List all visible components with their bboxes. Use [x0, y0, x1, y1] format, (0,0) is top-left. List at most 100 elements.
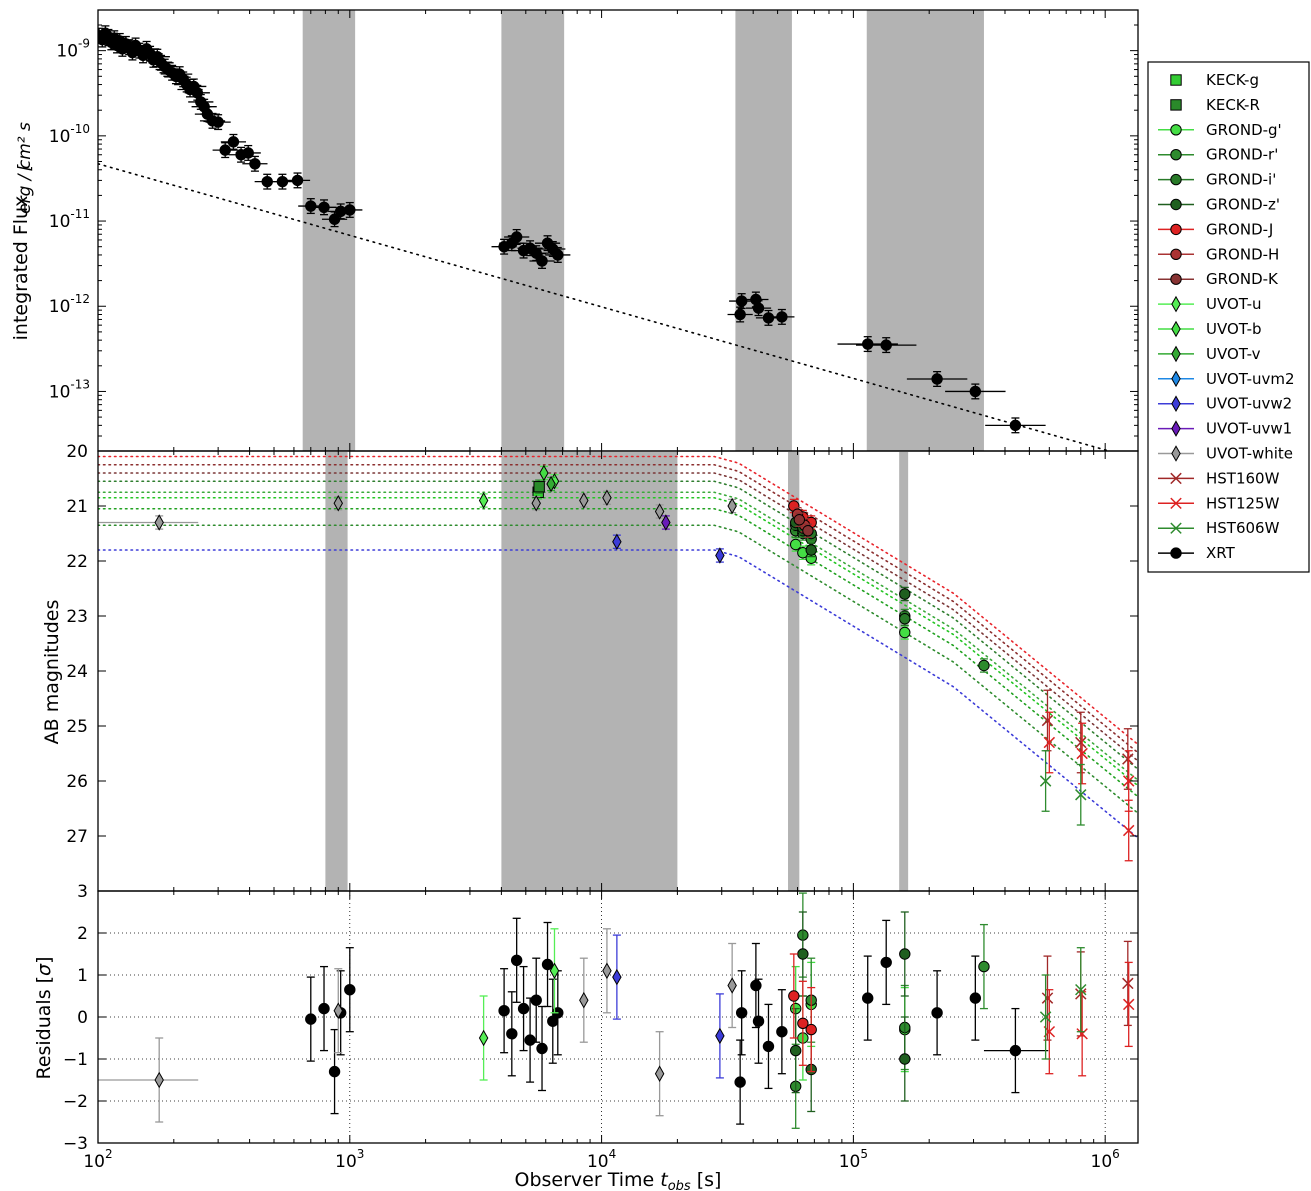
mag-keck-r-point-0-group [533, 479, 545, 495]
res-xrt-point-25 [1009, 1044, 1022, 1057]
res-grond-z-point-4-group [899, 1016, 911, 1102]
flux-xrt-point-54 [536, 255, 548, 267]
flux-axis-label: integrated Flux [10, 196, 32, 341]
xtick-label-exponent-4: 6 [1112, 1147, 1120, 1161]
flux-xrt-point-68 [1009, 419, 1022, 432]
res-grond-z-point-0-group [789, 1007, 802, 1094]
flux-xrt-point-35-group [212, 142, 238, 159]
flux-xrt-point-42 [291, 174, 304, 187]
flux-ytick-label-mantissa-0: 10 [56, 42, 78, 62]
mag-grond-k-point-0-group [793, 512, 806, 527]
flux-xrt-point-63 [776, 311, 788, 323]
res-uvot-uvw2-point-0 [612, 968, 622, 986]
res-xrt-point-21-group [862, 955, 874, 1041]
flux-xrt-point-59-group [729, 293, 755, 310]
mag-hst125w-point-2-stroke-b [1122, 775, 1135, 787]
legend-entry-grond-z-marker [1170, 198, 1182, 211]
res-hst606w-point-1-stroke-b [1075, 983, 1087, 996]
legend-entry-uvot-uvm2-label: UVOT-uvm2 [1206, 370, 1295, 388]
res-uvot-white-point-1-group [333, 968, 344, 1054]
res-grond-z-point-4 [899, 1053, 911, 1065]
legend-entry-uvot-white-label: UVOT-white [1206, 445, 1293, 463]
res-uvot-white-point-0 [154, 1071, 164, 1089]
mag-grond-j-point-0-group [788, 498, 800, 514]
legend-entry-grond-g: GROND-g' [1158, 121, 1282, 139]
xtick-label-mantissa-2: 10 [587, 1152, 609, 1172]
flux-xrt-point-34 [212, 116, 224, 128]
mag-grond-i-point-3 [899, 613, 911, 625]
res-hst606w-point-0 [1039, 1011, 1052, 1023]
flux-xrt-point-66-group [906, 370, 968, 388]
mag-uvot-uvw2-point-0 [612, 533, 622, 551]
res-xrt-point-19-group [762, 1003, 775, 1090]
mag-uvot-uvw1-point-0 [661, 514, 671, 531]
mag-uvot-white-point-0 [154, 514, 164, 531]
res-uvot-u-point-0 [478, 1029, 489, 1047]
mag-hst125w-point-1-group [1076, 722, 1088, 785]
res-hst125w-point-1-stroke-b [1076, 1028, 1088, 1040]
mag-shaded-interval-1 [501, 451, 678, 891]
res-xrt-point-8-group [517, 965, 530, 1052]
svg-text:[: [ [15, 163, 35, 171]
legend-entry-uvot-b: UVOT-b [1158, 320, 1262, 338]
res-ytick-label-0: −3 [63, 1134, 88, 1154]
legend-entry-hst125w: HST125W [1158, 494, 1280, 512]
mag-hst125w-point-0-group [1043, 711, 1056, 774]
flux-ytick-label-mantissa-2: 10 [49, 212, 71, 232]
res-uvot-u-point-0-group [478, 995, 489, 1081]
res-hst125w-point-2-stroke-b [1122, 998, 1135, 1011]
res-xrt-point-22 [880, 956, 892, 969]
mag-hst160w-point-1-group [1075, 711, 1087, 774]
legend-entry-grond-i: GROND-i' [1158, 171, 1276, 189]
mag-hst125w-point-0-stroke-b [1043, 736, 1056, 749]
flux-ytick-label-exponent-3: -12 [70, 292, 90, 306]
res-ytick-label-5: 2 [77, 924, 88, 944]
legend-entry-uvot-u-marker [1171, 295, 1181, 313]
legend-entry-hst160w: HST160W [1158, 469, 1280, 487]
xtick-label-exponent-0: 2 [105, 1147, 113, 1161]
flux-xrt-point-67 [969, 385, 982, 398]
legend-entry-grond-g-label: GROND-g' [1206, 121, 1282, 139]
x-axis-unit: [s] [697, 1169, 722, 1191]
flux-xrt-point-50 [510, 231, 523, 243]
res-hst125w-point-2 [1122, 998, 1135, 1011]
mag-hst160w-point-1-stroke-b [1075, 736, 1087, 749]
res-xrt-point-19 [762, 1040, 775, 1053]
xtick-label-mantissa-3: 10 [839, 1152, 861, 1172]
xtick-label-mantissa-0: 10 [83, 1152, 105, 1172]
mag-ytick-label-6: 26 [66, 772, 88, 792]
flux-axis-unit: [ erg / cm² s [15, 122, 35, 214]
legend-entry-grond-h-label: GROND-H [1206, 245, 1279, 263]
res-xrt-point-17-group [750, 942, 762, 1029]
res-xrt-point-6-group [506, 991, 518, 1077]
res-xrt-point-10-group [530, 957, 542, 1043]
res-xrt-point-8 [517, 1002, 530, 1015]
res-hst160w-point-0-stroke-b [1041, 992, 1054, 1004]
mag-hst606w-point-1-stroke-b [1075, 789, 1087, 801]
flux-ytick-label-0: 10-9 [56, 37, 90, 62]
xtick-label-exponent-1: 3 [357, 1147, 365, 1161]
res-xrt-point-18-group [752, 978, 765, 1064]
mag-uvot-white-point-2-group [531, 494, 541, 512]
flux-xrt-point-43 [305, 200, 317, 212]
res-xrt-point-24 [969, 992, 982, 1004]
legend-entry-keck-r-marker [1170, 99, 1182, 111]
flux-ytick-label-exponent-0: -9 [78, 37, 90, 51]
res-xrt-point-1-group [318, 965, 330, 1052]
legend-box [1147, 61, 1310, 573]
legend-entry-grond-j-label: GROND-J [1206, 220, 1273, 238]
mag-uvot-b-point-0 [539, 464, 549, 482]
flux-xrt-point-61-group [745, 300, 772, 317]
mag-hst160w-point-0-stroke-b [1041, 714, 1054, 727]
legend-entry-grond-z: GROND-z' [1158, 196, 1280, 214]
flux-shaded-interval-2 [735, 10, 792, 451]
res-hst160w-point-0 [1041, 992, 1054, 1004]
legend-entry-grond-k-marker [1170, 273, 1182, 285]
flux-xrt-point-63-group [769, 308, 795, 325]
legend-entry-xrt-marker [1170, 547, 1182, 559]
res-uvot-white-point-3-group [602, 928, 612, 1014]
flux-ytick-label-3: 10-12 [49, 292, 90, 317]
res-xrt-point-20 [776, 1026, 788, 1038]
mag-hst606w-point-0-group [1039, 750, 1052, 812]
mag-ytick-label-7: 27 [66, 827, 88, 847]
